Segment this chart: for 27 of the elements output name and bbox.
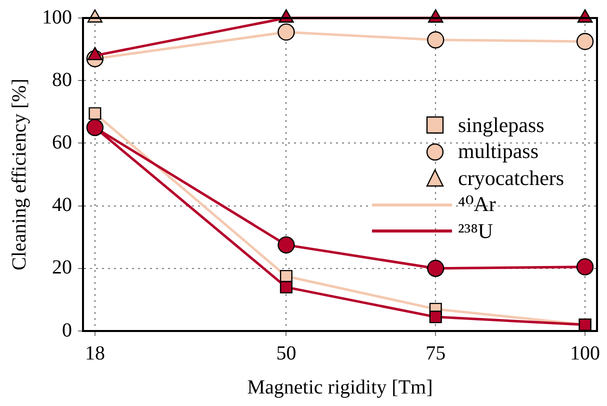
x-tick-label: 75: [426, 342, 446, 364]
point: [427, 31, 444, 49]
y-tick-label: 60: [52, 131, 72, 154]
annotation: ²³⁸U: [458, 218, 494, 244]
point: [427, 260, 444, 277]
x-axis-title: Magnetic rigidity [Tm]: [247, 376, 433, 398]
x-tick-label: 50: [276, 342, 296, 364]
legend-label: cryocatchers: [458, 166, 564, 191]
point: [576, 258, 594, 276]
point: [576, 32, 594, 50]
annotation: ⁴⁰Ar: [458, 192, 496, 218]
point: [280, 280, 292, 294]
point: [278, 23, 295, 41]
y-tick-label: 100: [42, 6, 72, 28]
x-tick-label: 18: [84, 342, 105, 364]
point: [278, 236, 295, 254]
y-tick-label: 0: [62, 319, 72, 342]
legend-label: singlepass: [458, 112, 544, 138]
point: [88, 107, 102, 120]
y-tick-label: 40: [52, 194, 72, 216]
y-tick-label: 20: [52, 256, 72, 279]
point: [429, 310, 442, 324]
y-tick-label: 80: [52, 68, 72, 91]
point: [86, 118, 104, 136]
y-axis-title: Cleaning efficiency [%]: [8, 78, 30, 270]
x-tick-label: 100: [570, 342, 600, 364]
legend-label: multipass: [458, 139, 539, 164]
